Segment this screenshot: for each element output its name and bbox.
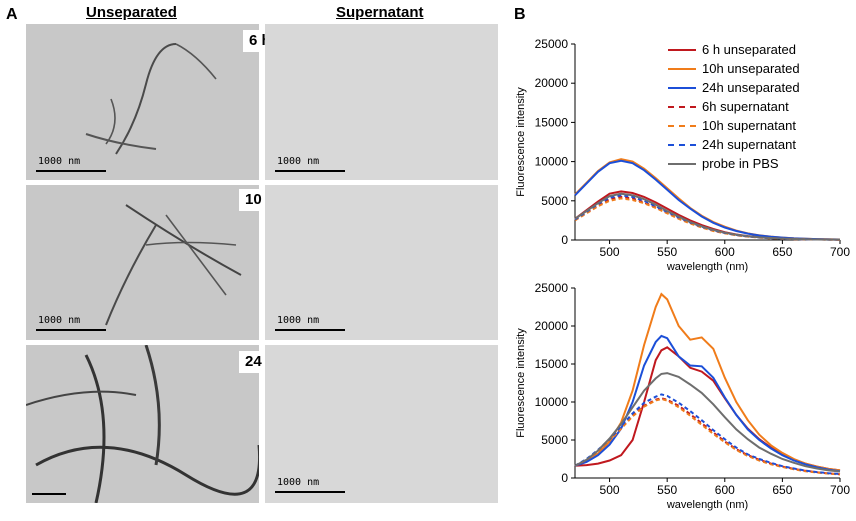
legend-swatch [668,86,696,89]
scale-label: 1000 nm [277,156,320,167]
tem-image-24h-supernatant: 1000 nm [265,345,498,503]
legend-item: 6h supernatant [668,97,800,116]
y-tick-label: 0 [561,233,568,247]
legend-swatch [668,105,696,108]
scale-bar [36,170,106,172]
x-tick-label: 650 [772,483,792,497]
legend-label: 6 h unseparated [702,42,796,57]
x-tick-label: 600 [715,245,735,259]
legend-label: 10h unseparated [702,61,800,76]
y-tick-label: 20000 [535,319,569,333]
x-tick-label: 550 [657,483,677,497]
x-axis-label: wavelength (nm) [666,499,748,511]
scale-bar [36,329,106,331]
legend-label: 24h unseparated [702,80,800,95]
fibril-strands-10h [105,204,242,326]
panel-a-letter: A [6,6,18,23]
x-tick-label: 650 [772,245,792,259]
legend-swatch [668,124,696,127]
y-tick-label: 25000 [535,281,569,295]
scale-bar [32,493,66,495]
series-line-probe-in-pbs [574,192,840,241]
legend-label: 10h supernatant [702,118,796,133]
series-line-6-h-unseparated [574,346,841,472]
unseparated-column-header: Unseparated [86,4,177,21]
scale-bar [275,329,345,331]
y-tick-label: 10000 [535,155,569,169]
scale-label: 1000 nm [277,315,320,326]
tem-image-6h-unseparated: 1000 nm [26,24,259,180]
chart-legend: 6 h unseparated 10h unseparated 24h unsepa… [668,40,800,173]
y-tick-label: 20000 [535,76,569,90]
y-tick-label: 25000 [535,37,569,51]
fibril-strands-24h [26,345,259,503]
legend-label: probe in PBS [702,156,779,171]
series-line-24h-supernatant [574,393,841,475]
legend-item: probe in PBS [668,154,800,173]
x-tick-label: 500 [600,483,620,497]
legend-swatch [668,48,696,51]
y-tick-label: 5000 [541,433,568,447]
legend-item: 24h unseparated [668,78,800,97]
scale-bar [275,170,345,172]
legend-item: 24h supernatant [668,135,800,154]
y-tick-label: 15000 [535,357,569,371]
tem-image-10h-unseparated: 1000 nm [26,185,259,340]
legend-swatch [668,143,696,146]
y-tick-label: 5000 [541,194,568,208]
series-line-24h-unseparated [574,334,841,473]
legend-item: 6 h unseparated [668,40,800,59]
x-axis-label: wavelength (nm) [666,261,748,273]
x-tick-label: 550 [657,245,677,259]
tem-image-24h-unseparated [26,345,259,503]
tem-image-6h-supernatant: 1000 nm [265,24,498,180]
y-axis-label: Fluorescence intensity [515,87,527,197]
y-tick-label: 10000 [535,395,569,409]
tem-image-10h-supernatant: 1000 nm [265,185,498,340]
y-axis-label: Fluorescence intensity [515,328,527,438]
scale-label: 1000 nm [38,156,81,167]
series-line-probe-in-pbs [574,372,841,473]
fibril-strands-6h [85,43,217,155]
x-tick-label: 600 [715,483,735,497]
x-tick-label: 700 [830,245,850,259]
y-tick-label: 15000 [535,115,569,129]
legend-swatch [668,67,696,70]
legend-label: 6h supernatant [702,99,789,114]
legend-item: 10h supernatant [668,116,800,135]
series-line-24h-supernatant [574,194,841,241]
legend-item: 10h unseparated [668,59,800,78]
scale-label: 1000 nm [38,315,81,326]
supernatant-column-header: Supernatant [336,4,424,21]
series-line-10h-unseparated [574,292,841,472]
x-tick-label: 700 [830,483,850,497]
x-tick-label: 500 [600,245,620,259]
legend-swatch [668,162,696,165]
legend-label: 24h supernatant [702,137,796,152]
y-tick-label: 0 [561,471,568,485]
scale-label: 1000 nm [277,477,320,488]
scale-bar [275,491,345,493]
panel-b-letter: B [514,6,526,23]
